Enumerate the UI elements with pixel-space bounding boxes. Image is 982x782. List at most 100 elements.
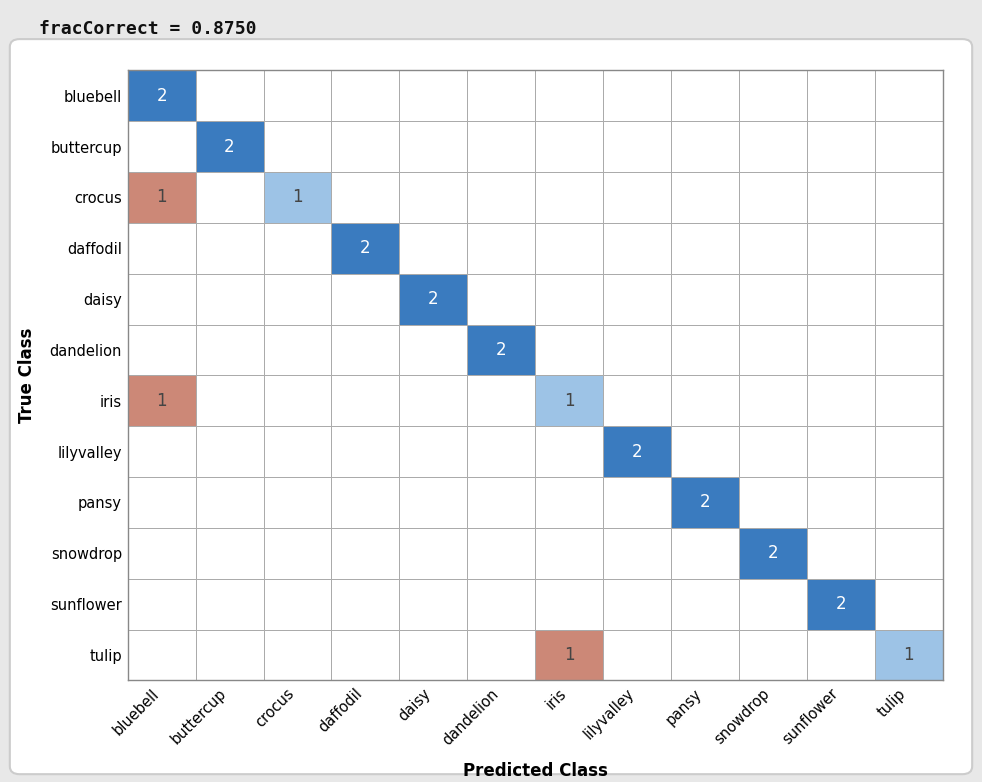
Bar	[603, 70, 671, 121]
Bar	[807, 477, 875, 528]
Bar	[331, 375, 400, 426]
Bar	[738, 325, 807, 375]
Bar	[807, 375, 875, 426]
Bar	[263, 426, 331, 477]
Bar	[875, 579, 943, 630]
Bar	[467, 426, 535, 477]
Bar	[738, 274, 807, 325]
Bar	[535, 325, 603, 375]
Bar	[671, 477, 738, 528]
Bar	[875, 70, 943, 121]
Bar	[671, 121, 738, 172]
Bar	[263, 325, 331, 375]
Bar	[400, 274, 467, 325]
Bar	[467, 477, 535, 528]
Bar	[400, 172, 467, 223]
Bar	[671, 70, 738, 121]
Bar	[128, 325, 195, 375]
Bar	[875, 121, 943, 172]
Bar	[738, 528, 807, 579]
Bar	[875, 274, 943, 325]
Bar	[128, 121, 195, 172]
Bar	[603, 274, 671, 325]
Bar	[671, 172, 738, 223]
Bar	[875, 325, 943, 375]
Bar	[331, 579, 400, 630]
Bar	[467, 121, 535, 172]
Bar	[535, 579, 603, 630]
Bar	[331, 528, 400, 579]
Bar	[738, 630, 807, 680]
Bar	[807, 121, 875, 172]
Bar	[738, 223, 807, 274]
Bar	[263, 630, 331, 680]
Text: 1: 1	[293, 188, 302, 206]
Bar	[807, 325, 875, 375]
Bar	[263, 121, 331, 172]
Bar	[671, 426, 738, 477]
Bar	[535, 172, 603, 223]
Bar	[467, 375, 535, 426]
Text: 1: 1	[156, 188, 167, 206]
Bar	[738, 426, 807, 477]
Bar	[535, 121, 603, 172]
Bar	[535, 477, 603, 528]
Bar	[738, 172, 807, 223]
Bar	[467, 528, 535, 579]
Bar	[807, 630, 875, 680]
Bar	[671, 579, 738, 630]
Bar	[331, 121, 400, 172]
Bar	[671, 630, 738, 680]
Text: 2: 2	[156, 87, 167, 105]
Bar	[195, 223, 263, 274]
Bar	[331, 426, 400, 477]
Bar	[195, 70, 263, 121]
Bar	[603, 172, 671, 223]
Bar	[535, 70, 603, 121]
Bar	[331, 325, 400, 375]
Bar	[467, 70, 535, 121]
Bar	[263, 70, 331, 121]
Bar	[128, 375, 195, 426]
Bar	[400, 70, 467, 121]
Bar	[467, 172, 535, 223]
Bar	[467, 274, 535, 325]
Bar	[535, 426, 603, 477]
Bar	[263, 579, 331, 630]
Bar	[263, 172, 331, 223]
Bar	[400, 528, 467, 579]
Bar	[875, 528, 943, 579]
Bar	[738, 375, 807, 426]
Bar	[400, 325, 467, 375]
Bar	[603, 528, 671, 579]
Bar	[603, 630, 671, 680]
Bar	[400, 121, 467, 172]
Bar	[603, 325, 671, 375]
Text: 2: 2	[768, 544, 778, 562]
Bar	[738, 70, 807, 121]
Bar	[467, 630, 535, 680]
Bar	[603, 477, 671, 528]
Text: 2: 2	[631, 443, 642, 461]
Bar	[671, 223, 738, 274]
Bar	[467, 579, 535, 630]
Bar	[128, 172, 195, 223]
Bar	[807, 223, 875, 274]
Text: 1: 1	[564, 646, 574, 664]
Bar	[603, 121, 671, 172]
Text: 1: 1	[564, 392, 574, 410]
Bar	[195, 375, 263, 426]
Bar	[195, 172, 263, 223]
Bar	[331, 477, 400, 528]
Bar	[807, 426, 875, 477]
Bar	[400, 579, 467, 630]
Bar	[128, 426, 195, 477]
Bar	[195, 274, 263, 325]
Bar	[807, 274, 875, 325]
Bar	[535, 274, 603, 325]
Bar	[875, 172, 943, 223]
Bar	[128, 579, 195, 630]
Bar	[738, 477, 807, 528]
Bar	[331, 274, 400, 325]
Bar	[875, 426, 943, 477]
